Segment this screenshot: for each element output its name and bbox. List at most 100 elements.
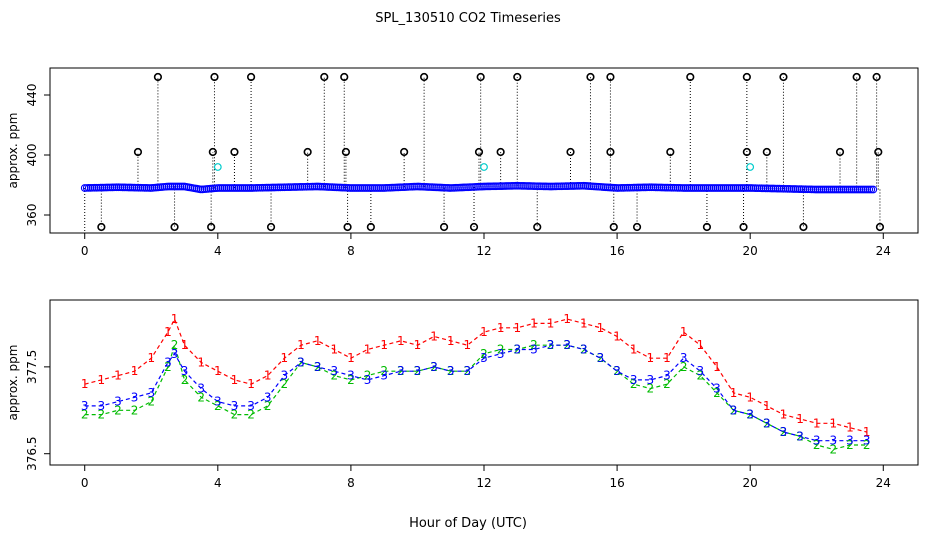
baseline-point bbox=[741, 184, 750, 192]
x-tick-label: 8 bbox=[347, 244, 355, 258]
series-marker-1: 1 bbox=[81, 377, 89, 391]
series-marker-3: 3 bbox=[98, 399, 106, 413]
baseline-point bbox=[853, 185, 862, 194]
plot-frame bbox=[49, 67, 919, 234]
series-marker-2: 2 bbox=[181, 373, 189, 387]
spike-point bbox=[872, 72, 881, 82]
series-marker-3: 3 bbox=[171, 347, 179, 361]
baseline-point bbox=[196, 185, 205, 194]
series-marker-3: 3 bbox=[231, 399, 239, 413]
x-tick-label: 12 bbox=[476, 244, 491, 258]
series-marker-2: 2 bbox=[464, 364, 472, 378]
spike-point bbox=[420, 72, 429, 82]
x-tick-label: 4 bbox=[214, 476, 222, 490]
series-marker-1: 1 bbox=[330, 343, 338, 357]
series-marker-1: 1 bbox=[364, 343, 372, 357]
series-line-1 bbox=[84, 317, 867, 433]
series-marker-2: 2 bbox=[81, 408, 89, 422]
baseline-point bbox=[228, 184, 237, 192]
spike-point bbox=[606, 147, 615, 157]
y-axis-label: approx. ppm bbox=[6, 113, 20, 189]
series-marker-2: 2 bbox=[197, 390, 205, 404]
baseline-point bbox=[364, 184, 373, 192]
baseline-point bbox=[348, 184, 357, 192]
series-marker-1: 1 bbox=[464, 338, 472, 352]
spike-point bbox=[513, 72, 522, 82]
series-marker-2: 2 bbox=[846, 438, 854, 452]
baseline-point bbox=[835, 185, 844, 194]
baseline-point bbox=[847, 185, 856, 194]
spike-point bbox=[320, 72, 329, 82]
baseline-point bbox=[869, 185, 878, 194]
series-marker-1: 1 bbox=[247, 377, 255, 391]
baseline-point bbox=[352, 184, 361, 192]
baseline-point bbox=[723, 184, 732, 192]
baseline-point bbox=[230, 184, 239, 192]
baseline-point bbox=[360, 184, 369, 192]
series-marker-1: 1 bbox=[580, 316, 588, 330]
series-marker-3: 3 bbox=[181, 364, 189, 378]
baseline-point bbox=[681, 184, 690, 192]
baseline-point bbox=[735, 184, 744, 192]
spike-point bbox=[739, 222, 748, 232]
series-marker-1: 1 bbox=[597, 321, 605, 335]
x-tick-label: 8 bbox=[347, 476, 355, 490]
baseline-point bbox=[845, 185, 854, 194]
spike-point bbox=[799, 222, 808, 232]
series-marker-2: 2 bbox=[131, 403, 139, 417]
spike-point bbox=[474, 147, 484, 157]
series-marker-2: 2 bbox=[863, 438, 871, 452]
series-marker-3: 3 bbox=[530, 343, 538, 357]
baseline-point bbox=[362, 184, 371, 192]
series-marker-2: 2 bbox=[796, 429, 804, 443]
spike-point bbox=[666, 147, 675, 157]
x-axis-label: Hour of Day (UTC) bbox=[409, 516, 527, 531]
baseline-point bbox=[729, 184, 738, 192]
series-marker-3: 3 bbox=[380, 369, 388, 383]
baseline-point bbox=[819, 185, 828, 194]
spike-point bbox=[586, 72, 595, 82]
series-marker-1: 1 bbox=[530, 316, 538, 330]
x-tick-label: 12 bbox=[476, 476, 491, 490]
series-marker-3: 3 bbox=[364, 373, 372, 387]
series-marker-1: 1 bbox=[447, 334, 455, 348]
series-marker-3: 3 bbox=[547, 338, 555, 352]
baseline-point bbox=[841, 185, 850, 194]
series-marker-1: 1 bbox=[397, 334, 405, 348]
series-marker-1: 1 bbox=[780, 408, 788, 422]
spike-point bbox=[686, 72, 695, 82]
series-marker-1: 1 bbox=[181, 338, 189, 352]
baseline-point bbox=[857, 185, 866, 194]
spike-point bbox=[742, 147, 751, 157]
series-marker-2: 2 bbox=[680, 360, 688, 374]
baseline-point bbox=[825, 185, 834, 194]
baseline-point bbox=[849, 185, 858, 194]
series-marker-3: 3 bbox=[131, 390, 139, 404]
baseline-point bbox=[370, 184, 379, 192]
chart-title: SPL_130510 CO2 Timeseries bbox=[375, 11, 561, 26]
spike-point bbox=[742, 72, 751, 82]
baseline-point bbox=[350, 184, 359, 192]
baseline-point bbox=[709, 184, 718, 192]
y-tick-label: 440 bbox=[25, 84, 39, 107]
series-marker-3: 3 bbox=[630, 373, 638, 387]
spike-point bbox=[835, 147, 845, 157]
baseline-point bbox=[737, 184, 746, 192]
series-marker-3: 3 bbox=[763, 416, 771, 430]
series-marker-1: 1 bbox=[796, 412, 804, 426]
series-marker-1: 1 bbox=[680, 325, 688, 339]
baseline-point bbox=[358, 184, 367, 192]
series-marker-3: 3 bbox=[663, 369, 671, 383]
series-marker-2: 2 bbox=[696, 369, 704, 383]
baseline-point bbox=[823, 185, 832, 194]
series-marker-1: 1 bbox=[696, 338, 704, 352]
series-marker-1: 1 bbox=[746, 390, 754, 404]
series-marker-2: 2 bbox=[264, 399, 272, 413]
spike-point bbox=[207, 222, 216, 232]
series-marker-2: 2 bbox=[297, 356, 305, 370]
baseline-point bbox=[733, 184, 742, 192]
baseline-point bbox=[224, 184, 233, 192]
series-marker-1: 1 bbox=[497, 321, 505, 335]
baseline-point bbox=[691, 184, 700, 192]
